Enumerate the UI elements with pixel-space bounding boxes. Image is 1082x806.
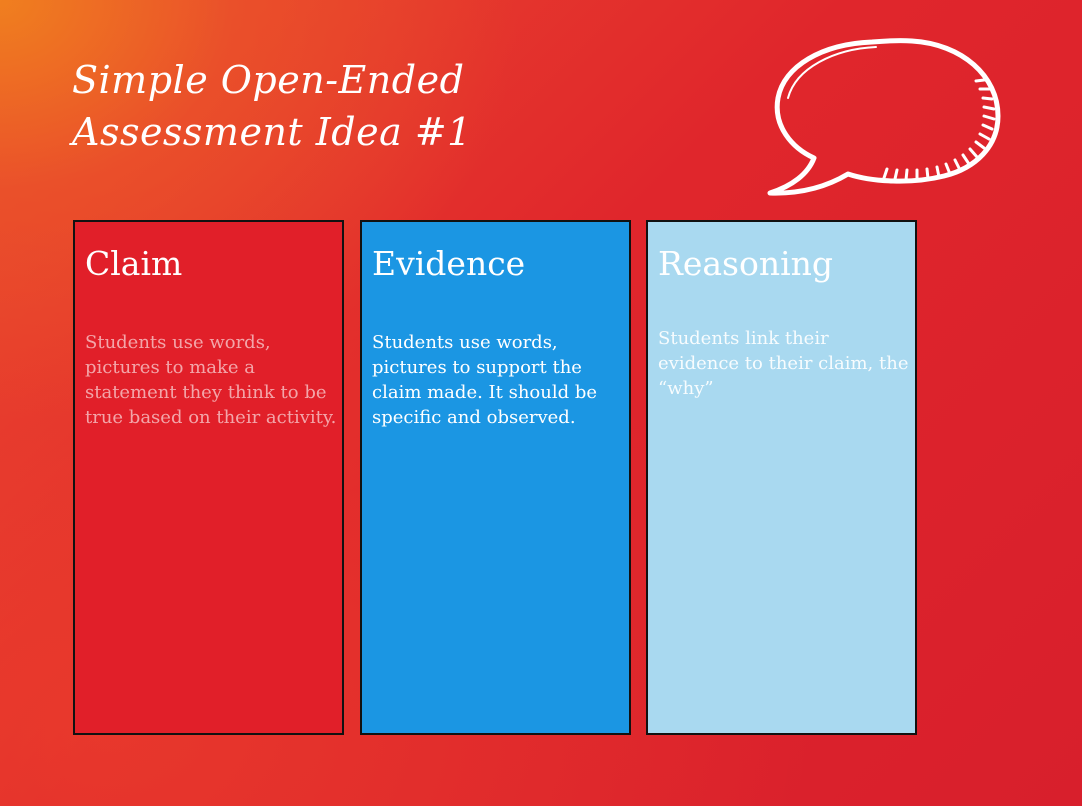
evidence-heading: Evidence bbox=[372, 244, 526, 283]
claim-description: Students use words, pictures to make a s… bbox=[85, 332, 337, 428]
reasoning-heading: Reasoning bbox=[658, 244, 834, 283]
slide-title-line-2: Assessment Idea #1 bbox=[72, 110, 472, 154]
cer-columns: Claim Students use words, pictures to ma… bbox=[73, 220, 921, 740]
reasoning-description: Students link their evidence to their cl… bbox=[658, 328, 909, 399]
evidence-column: Evidence Students use words, pictures to… bbox=[360, 220, 631, 735]
claim-heading: Claim bbox=[85, 244, 183, 283]
reasoning-column: Reasoning Students link their evidence t… bbox=[646, 220, 917, 735]
slide-title-line-1: Simple Open-Ended bbox=[72, 58, 465, 102]
evidence-description: Students use words, pictures to support … bbox=[372, 332, 598, 428]
claim-column: Claim Students use words, pictures to ma… bbox=[73, 220, 344, 735]
slide-title: Simple Open-Ended Assessment Idea #1 bbox=[72, 54, 632, 158]
speech-bubble-icon bbox=[767, 38, 1001, 196]
